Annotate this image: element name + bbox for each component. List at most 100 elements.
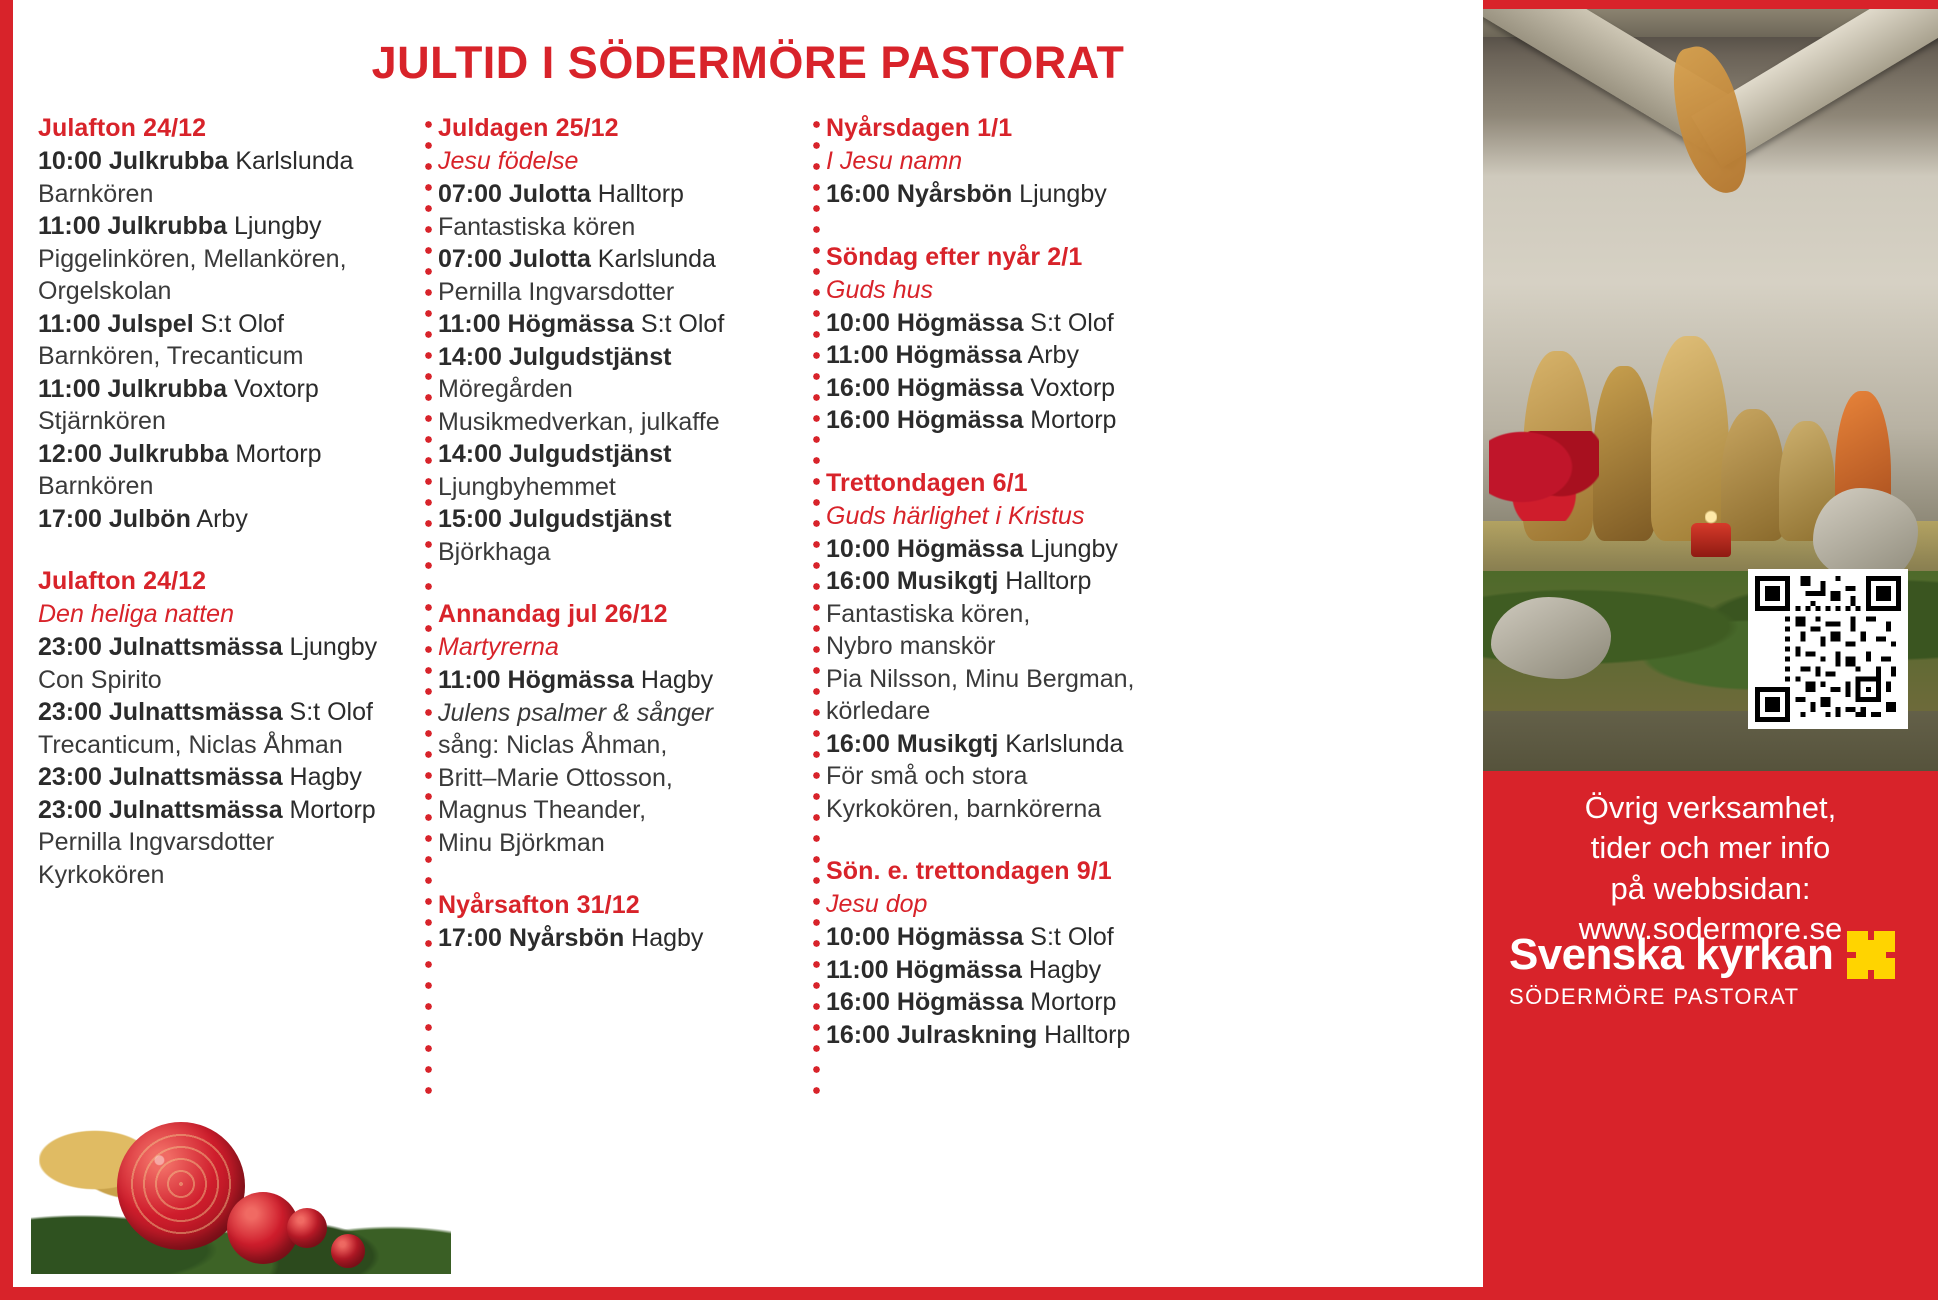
schedule-block: Nyårsafton 31/12 17:00 Nyårsbön Hagby: [438, 889, 791, 955]
event-row: 11:00 Högmässa Arby: [826, 339, 1191, 372]
event-note: Björkhaga: [438, 537, 551, 566]
event-name: Julkrubba: [107, 374, 227, 403]
schedule-block: Juldagen 25/12 Jesu födelse 07:00 Julotta …: [438, 112, 791, 568]
event-row: 16:00 Högmässa Voxtorp: [826, 372, 1191, 405]
figure-joseph: [1651, 336, 1729, 541]
event-place: S:t Olof: [1023, 923, 1114, 951]
event-place: Karlslunda: [228, 147, 354, 175]
event-note: Stjärnkören: [38, 407, 166, 435]
event-row: 10:00 Julkrubba Karlslunda: [38, 145, 403, 178]
block-theme: Martyrerna: [438, 633, 559, 661]
event-note: Trecanticum, Niclas Åhman: [38, 730, 343, 759]
block-day-heading: Nyårsafton 31/12: [438, 891, 640, 919]
event-name: Högmässa: [896, 534, 1024, 563]
left-red-rule: [0, 0, 13, 1300]
event-place: Mortorp: [228, 439, 322, 468]
event-time: 14:00: [438, 440, 502, 468]
event-time: 16:00: [826, 373, 890, 402]
event-note: Pia Nilsson, Minu Bergman,: [826, 664, 1135, 693]
schedule-block: Söndag efter nyår 2/1 Guds hus 10:00 Högmä…: [826, 241, 1191, 437]
event-row: 11:00 Julkrubba Ljungby: [38, 210, 403, 243]
event-name: Högmässa: [507, 310, 634, 338]
event-time: 16:00: [826, 567, 890, 595]
event-time: 07:00: [438, 245, 502, 273]
bauble-swirl-pattern: [127, 1130, 235, 1238]
bottom-red-rule: [0, 1287, 1938, 1300]
event-note: Barnkören, Trecanticum: [38, 342, 304, 370]
event-note: Musikmedverkan, julkaffe: [438, 407, 720, 436]
event-time: 23:00: [38, 698, 102, 726]
event-time: 10:00: [826, 308, 890, 337]
page-title: JULTID I SÖDERMÖRE PASTORAT: [371, 37, 1125, 88]
event-row: 10:00 Högmässa S:t Olof: [826, 921, 1191, 954]
figure-mary: [1593, 366, 1655, 541]
event-time: 23:00: [38, 763, 102, 791]
block-day-heading: Trettondagen 6/1: [826, 468, 1028, 497]
event-note: Con Spirito: [38, 665, 162, 694]
logo-subtitle: SÖDERMÖRE PASTORAT: [1509, 984, 1800, 1009]
event-time: 11:00: [438, 310, 501, 338]
event-name: Julkrubba: [107, 212, 227, 240]
event-note: Magnus Theander,: [438, 796, 647, 824]
event-name: Nyårsbön: [896, 180, 1013, 208]
event-name: Nyårsbön: [508, 924, 625, 952]
event-note: körledare: [826, 697, 931, 725]
event-name: Högmässa: [896, 988, 1024, 1016]
event-row: 11:00 Julspel S:t Olof: [38, 308, 403, 341]
event-name: Högmässa: [896, 373, 1024, 402]
event-note: Kyrkokören: [38, 860, 165, 889]
event-row: 16:00 Högmässa Mortorp: [826, 404, 1191, 437]
info-line-0: Övrig verksamhet,: [1584, 790, 1837, 825]
event-row: 16:00 Julraskning Halltorp: [826, 1019, 1191, 1052]
event-time: 16:00: [826, 180, 890, 208]
right-sidebar: Övrig verksamhet, tider och mer info på we…: [1483, 0, 1938, 1300]
event-time: 14:00: [438, 342, 502, 371]
event-row: 12:00 Julkrubba Mortorp: [38, 438, 403, 471]
event-name: Julspel: [107, 309, 194, 338]
event-note: Nybro manskör: [826, 632, 996, 660]
event-place: Voxtorp: [1023, 373, 1116, 402]
event-row: 17:00 Julbön Arby: [38, 503, 403, 536]
event-time: 16:00: [826, 729, 890, 758]
event-name: Högmässa: [896, 923, 1024, 951]
event-name: Julotta: [508, 245, 591, 273]
event-note: Fantastiska kören,: [826, 599, 1031, 628]
qr-code[interactable]: [1748, 569, 1908, 729]
event-time: 23:00: [38, 633, 102, 661]
event-place: S:t Olof: [282, 698, 373, 726]
schedule-block: Julafton 24/12 10:00 Julkrubba Karlslunda…: [38, 112, 403, 535]
event-name: Högmässa: [896, 406, 1024, 434]
event-time: 15:00: [438, 505, 502, 533]
event-note: Barnkören: [38, 179, 154, 208]
logo-wordmark: Svenska kyrkan: [1509, 930, 1834, 979]
event-note: Piggelinkören, Mellankören, Orgelskolan: [38, 244, 347, 306]
event-name: Högmässa: [507, 666, 634, 694]
event-row: 11:00 Julkrubba Voxtorp: [38, 373, 403, 406]
block-day-heading: Julafton 24/12: [38, 567, 207, 595]
event-note: Möregården: [438, 375, 573, 403]
poinsettia-flower: [1489, 431, 1599, 521]
event-place: Hagby: [282, 763, 362, 791]
event-place: Karlslunda: [998, 729, 1124, 758]
event-time: 11:00: [826, 341, 889, 369]
event-time: 11:00: [826, 955, 889, 984]
block-day-heading: Sön. e. trettondagen 9/1: [826, 857, 1112, 885]
event-time: 17:00: [38, 504, 102, 533]
red-bauble-small: [287, 1208, 327, 1248]
event-time: 16:00: [826, 406, 890, 434]
event-name: Julnattsmässa: [108, 795, 283, 824]
nativity-photo: [1483, 9, 1938, 771]
block-day-heading: Annandag jul 26/12: [438, 600, 668, 628]
event-place: Arby: [190, 504, 248, 533]
candle-flame: [1705, 509, 1717, 525]
event-row: 23:00 Julnattsmässa Mortorp: [38, 794, 403, 827]
event-row: 11:00 Högmässa S:t Olof: [438, 308, 791, 341]
event-name: Julgudstjänst: [508, 505, 672, 533]
event-name: Julnattsmässa: [108, 763, 283, 791]
event-name: Högmässa: [895, 341, 1022, 369]
red-candle: [1691, 523, 1731, 557]
info-line-2: på webbsidan:: [1610, 870, 1811, 906]
event-time: 23:00: [38, 795, 102, 824]
figure-ox: [1721, 409, 1785, 541]
